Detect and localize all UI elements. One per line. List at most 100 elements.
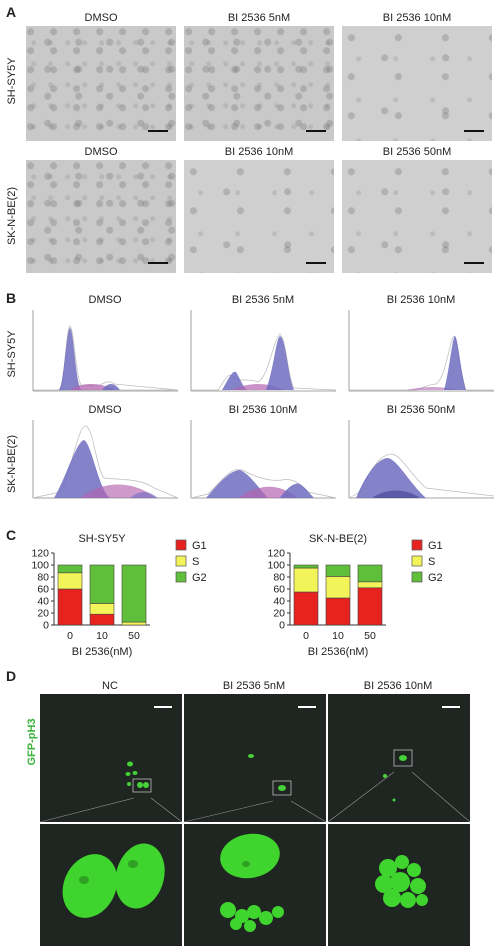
bar-g2 xyxy=(57,564,83,574)
y-tick-label: 120 xyxy=(267,548,285,560)
a-title-6: BI 2536 50nM xyxy=(382,146,452,158)
scale-bar xyxy=(464,130,484,132)
legend-label-g2: G2 xyxy=(192,572,207,584)
b-title-6: BI 2536 50nM xyxy=(386,404,456,416)
flow-histogram-b-1-3 xyxy=(348,310,494,392)
y-tick-label: 40 xyxy=(273,596,285,608)
bar-s xyxy=(293,567,319,593)
y-tick-label: 80 xyxy=(273,572,285,584)
micrograph-a-1-2 xyxy=(184,26,334,141)
a-title-1: DMSO xyxy=(84,12,118,24)
legend-swatch-s xyxy=(411,555,423,567)
y-tick-label: 0 xyxy=(43,620,49,632)
scale-bar xyxy=(148,262,168,264)
bar-g2 xyxy=(357,564,383,583)
a-row1-label: SH-SY5Y xyxy=(6,57,18,105)
cells-overlay xyxy=(125,761,152,793)
x-tick-label: 10 xyxy=(96,630,108,642)
a-title-2: BI 2536 5nM xyxy=(227,12,291,24)
legend-label-g1: G1 xyxy=(192,540,207,552)
zoom-connectors xyxy=(40,771,470,823)
legend-swatch-g1 xyxy=(411,539,423,551)
b-title-1: DMSO xyxy=(88,294,122,306)
zoom-fluorescence-d-1 xyxy=(40,824,182,946)
scale-bar xyxy=(306,130,326,132)
x-tick-label: 0 xyxy=(303,630,309,642)
y-tick-label: 80 xyxy=(37,572,49,584)
panel-c-label: C xyxy=(6,527,17,543)
panel-b-label: B xyxy=(6,290,17,306)
fluorescence-d-1 xyxy=(40,694,182,822)
y-tick-label: 120 xyxy=(31,548,49,560)
flow-histogram-b-2-2 xyxy=(190,420,337,499)
d-title-3: BI 2536 10nM xyxy=(363,680,433,692)
a-row2-label: SK-N-BE(2) xyxy=(6,186,18,246)
scale-bar xyxy=(298,706,316,708)
legend-label-s: S xyxy=(428,556,435,568)
scale-bar xyxy=(306,262,326,264)
scale-bar xyxy=(442,706,460,708)
x-tick-label: 0 xyxy=(67,630,73,642)
nuclei-zoom-1 xyxy=(62,843,165,918)
scale-bar xyxy=(464,262,484,264)
nuclei-zoom-2 xyxy=(220,833,284,932)
bar-g2 xyxy=(325,564,351,577)
flow-histogram-b-1-2 xyxy=(190,310,337,392)
x-axis-label: BI 2536(nM) xyxy=(72,646,133,658)
y-tick-label: 100 xyxy=(31,560,49,572)
y-tick-label: 0 xyxy=(279,620,285,632)
cells-overlay xyxy=(383,749,413,802)
bar-g2 xyxy=(89,564,115,604)
b-title-3: BI 2536 10nM xyxy=(386,294,456,306)
micrograph-a-2-3 xyxy=(342,160,492,273)
bar-g1 xyxy=(293,591,319,626)
flow-histogram-b-2-3 xyxy=(348,420,495,499)
d-title-1: NC xyxy=(102,680,118,692)
a-title-3: BI 2536 10nM xyxy=(382,12,452,24)
x-tick-label: 50 xyxy=(128,630,140,642)
zoom-fluorescence-d-2 xyxy=(184,824,326,946)
x-tick-label: 50 xyxy=(364,630,376,642)
legend-swatch-g2 xyxy=(175,571,187,583)
zoom-fluorescence-d-3 xyxy=(328,824,470,946)
chart-title: SK-N-BE(2) xyxy=(309,533,367,545)
b-row2-label: SK-N-BE(2) xyxy=(6,434,18,494)
bar-s xyxy=(357,581,383,589)
micrograph-a-2-1 xyxy=(26,160,176,273)
bar-g2 xyxy=(121,564,147,623)
fluorescence-d-2 xyxy=(184,694,326,822)
y-tick-label: 100 xyxy=(267,560,285,572)
legend-swatch-g2 xyxy=(411,571,423,583)
bar-s xyxy=(325,576,351,599)
cells-overlay xyxy=(248,754,292,796)
bar-g1 xyxy=(57,588,83,626)
flow-histogram-b-2-1 xyxy=(32,420,179,499)
micrograph-a-1-1 xyxy=(26,26,176,141)
flow-histogram-b-1-1 xyxy=(32,310,179,392)
y-tick-label: 60 xyxy=(273,584,285,596)
a-title-5: BI 2536 10nM xyxy=(224,146,294,158)
scale-bar xyxy=(148,130,168,132)
bar-s xyxy=(57,572,83,590)
bar-s xyxy=(89,603,115,615)
bar-g2 xyxy=(293,564,319,569)
panel-a-label: A xyxy=(6,4,17,20)
b-title-5: BI 2536 10nM xyxy=(228,404,298,416)
bar-g1 xyxy=(357,587,383,626)
legend-swatch-s xyxy=(175,555,187,567)
x-axis-label: BI 2536(nM) xyxy=(308,646,369,658)
b-title-4: DMSO xyxy=(88,404,122,416)
scale-bar xyxy=(154,706,172,708)
y-tick-label: 60 xyxy=(37,584,49,596)
bar-g1 xyxy=(89,613,115,626)
y-tick-label: 20 xyxy=(37,608,49,620)
legend-swatch-g1 xyxy=(175,539,187,551)
y-tick-label: 20 xyxy=(273,608,285,620)
y-tick-label: 40 xyxy=(37,596,49,608)
legend-label-g1: G1 xyxy=(428,540,443,552)
fluorescence-d-3 xyxy=(328,694,470,822)
chart-title: SH-SY5Y xyxy=(78,533,126,545)
micrograph-a-2-2 xyxy=(184,160,334,273)
